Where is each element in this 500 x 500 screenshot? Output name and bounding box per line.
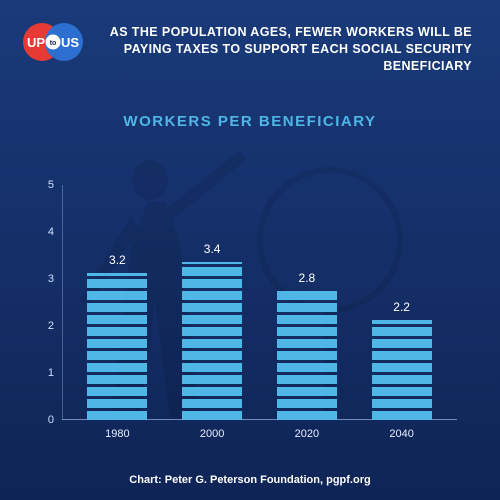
bars-container: 3.2 3.4 2.8 2.2 (62, 185, 457, 420)
svg-text:to: to (50, 40, 57, 47)
infographic-canvas: UP US to AS THE POPULATION AGES, FEWER W… (0, 0, 500, 500)
svg-text:US: US (61, 35, 79, 50)
chart-area: 012345 3.23.42.82.2 1980200020202040 (62, 185, 457, 420)
bar: 2.8 (277, 185, 337, 420)
bar-value-label: 3.2 (109, 253, 126, 267)
bar-value-label: 3.4 (204, 242, 221, 256)
x-labels: 1980 2000 2020 2040 (62, 428, 457, 440)
x-tick-label: 1980 (87, 428, 147, 440)
bar: 3.4 (182, 185, 242, 420)
bar-value-label: 2.2 (393, 300, 410, 314)
y-tick-label: 3 (48, 273, 54, 285)
headline-text: AS THE POPULATION AGES, FEWER WORKERS WI… (98, 22, 472, 75)
bar: 3.2 (87, 185, 147, 420)
x-tick-label: 2040 (372, 428, 432, 440)
y-tick-label: 5 (48, 179, 54, 191)
header: UP US to AS THE POPULATION AGES, FEWER W… (0, 0, 500, 75)
y-tick-label: 1 (48, 367, 54, 379)
y-tick-label: 0 (48, 414, 54, 426)
chart-title: WORKERS PER BENEFICIARY (0, 113, 500, 130)
svg-text:UP: UP (27, 35, 45, 50)
x-tick-label: 2020 (277, 428, 337, 440)
logo: UP US to (22, 22, 84, 62)
bar-value-label: 2.8 (299, 271, 316, 285)
y-tick-label: 2 (48, 320, 54, 332)
y-tick-label: 4 (48, 226, 54, 238)
x-tick-label: 2000 (182, 428, 242, 440)
credit-text: Chart: Peter G. Peterson Foundation, pgp… (0, 474, 500, 486)
bar: 2.2 (372, 185, 432, 420)
y-axis: 012345 (42, 185, 62, 420)
